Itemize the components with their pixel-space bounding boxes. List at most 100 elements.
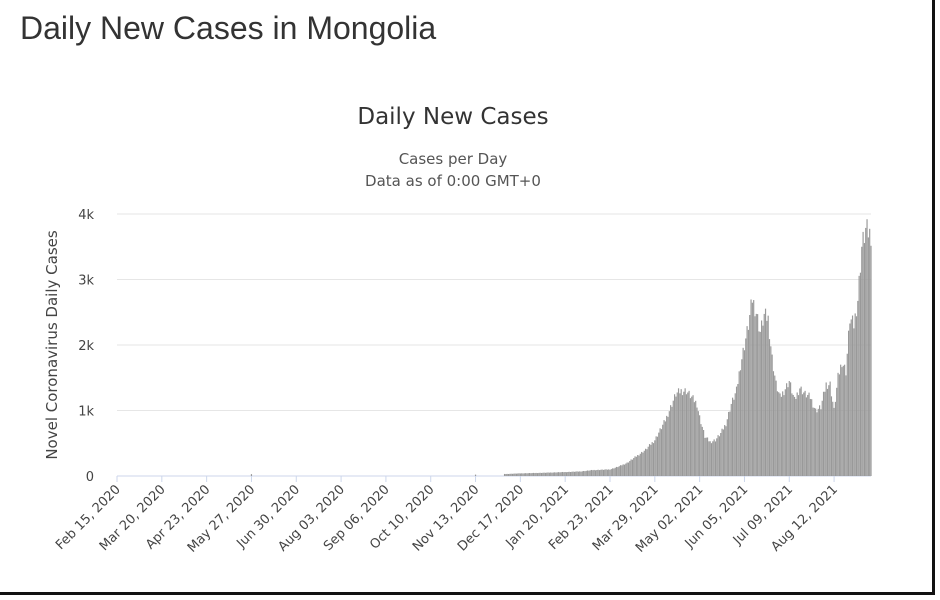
- bar[interactable]: [623, 464, 626, 476]
- bar[interactable]: [560, 472, 562, 476]
- bar[interactable]: [613, 468, 615, 476]
- bar[interactable]: [854, 313, 856, 476]
- bar[interactable]: [767, 315, 769, 476]
- bar[interactable]: [696, 407, 698, 476]
- bar[interactable]: [539, 472, 541, 476]
- bar[interactable]: [817, 408, 819, 476]
- bar[interactable]: [787, 387, 789, 476]
- bar[interactable]: [834, 401, 837, 476]
- bar[interactable]: [692, 395, 694, 476]
- bar[interactable]: [635, 456, 637, 476]
- bar[interactable]: [571, 471, 573, 476]
- bar[interactable]: [507, 473, 510, 476]
- bar[interactable]: [637, 455, 639, 476]
- bar[interactable]: [642, 452, 644, 476]
- bar[interactable]: [822, 391, 825, 476]
- bar[interactable]: [631, 459, 634, 476]
- bar[interactable]: [832, 401, 834, 476]
- bar[interactable]: [759, 331, 761, 476]
- bar[interactable]: [548, 472, 550, 476]
- bar[interactable]: [716, 438, 718, 476]
- bar[interactable]: [527, 473, 529, 476]
- bar[interactable]: [672, 400, 674, 476]
- bar[interactable]: [750, 299, 752, 476]
- bar[interactable]: [572, 471, 574, 476]
- bar[interactable]: [650, 444, 652, 476]
- bar[interactable]: [542, 472, 544, 476]
- bar[interactable]: [538, 472, 540, 476]
- bar[interactable]: [844, 364, 846, 476]
- bar[interactable]: [581, 471, 583, 476]
- bar[interactable]: [660, 429, 663, 476]
- bar[interactable]: [606, 469, 608, 476]
- bar[interactable]: [776, 391, 779, 476]
- bar[interactable]: [778, 392, 780, 476]
- bar[interactable]: [521, 473, 523, 476]
- bar[interactable]: [528, 473, 531, 476]
- bar[interactable]: [735, 386, 738, 476]
- bar[interactable]: [610, 469, 612, 476]
- bar[interactable]: [754, 316, 756, 476]
- bar[interactable]: [648, 444, 651, 476]
- bar[interactable]: [617, 467, 619, 476]
- bar[interactable]: [757, 314, 759, 476]
- bar[interactable]: [536, 473, 539, 476]
- bar[interactable]: [717, 435, 719, 476]
- bar[interactable]: [758, 331, 760, 476]
- bar[interactable]: [514, 473, 516, 476]
- bar[interactable]: [626, 462, 628, 476]
- bar[interactable]: [718, 436, 721, 476]
- bar[interactable]: [788, 381, 790, 476]
- bar[interactable]: [552, 472, 554, 476]
- bar[interactable]: [621, 465, 623, 476]
- bar[interactable]: [687, 392, 689, 476]
- bar[interactable]: [594, 470, 597, 476]
- bar[interactable]: [634, 456, 636, 476]
- bar[interactable]: [662, 424, 664, 476]
- bar[interactable]: [721, 428, 723, 476]
- bar[interactable]: [676, 392, 678, 476]
- bar[interactable]: [764, 308, 767, 476]
- bar[interactable]: [647, 446, 649, 476]
- bar[interactable]: [855, 316, 858, 476]
- bar[interactable]: [684, 388, 686, 476]
- bar[interactable]: [779, 393, 781, 476]
- bar[interactable]: [596, 470, 598, 476]
- bar[interactable]: [836, 387, 838, 476]
- bar[interactable]: [784, 389, 786, 476]
- bar[interactable]: [746, 326, 748, 476]
- bar[interactable]: [805, 397, 808, 476]
- bar[interactable]: [745, 338, 747, 476]
- bar[interactable]: [535, 472, 537, 476]
- bar[interactable]: [656, 436, 659, 476]
- bar[interactable]: [737, 383, 739, 476]
- bar[interactable]: [870, 245, 872, 476]
- bar[interactable]: [825, 382, 827, 476]
- bar[interactable]: [789, 382, 792, 476]
- bar[interactable]: [564, 471, 566, 476]
- bar[interactable]: [619, 465, 622, 476]
- bar[interactable]: [749, 315, 751, 476]
- bar[interactable]: [808, 392, 810, 476]
- bar[interactable]: [803, 392, 805, 476]
- bar[interactable]: [622, 464, 624, 476]
- bar[interactable]: [554, 472, 556, 476]
- bar[interactable]: [865, 227, 867, 476]
- bar[interactable]: [704, 437, 706, 476]
- bar[interactable]: [673, 394, 676, 476]
- bar[interactable]: [601, 469, 603, 476]
- bar[interactable]: [547, 472, 549, 476]
- bar[interactable]: [857, 300, 859, 476]
- bar[interactable]: [567, 472, 569, 476]
- bar[interactable]: [689, 398, 692, 476]
- bar[interactable]: [766, 320, 768, 476]
- bar[interactable]: [627, 462, 630, 476]
- bar[interactable]: [734, 393, 736, 476]
- bar[interactable]: [618, 466, 620, 476]
- bar[interactable]: [795, 398, 797, 476]
- bar[interactable]: [772, 371, 775, 476]
- bar[interactable]: [768, 339, 771, 476]
- bar[interactable]: [503, 473, 506, 476]
- bar[interactable]: [590, 469, 593, 476]
- bar[interactable]: [655, 436, 657, 476]
